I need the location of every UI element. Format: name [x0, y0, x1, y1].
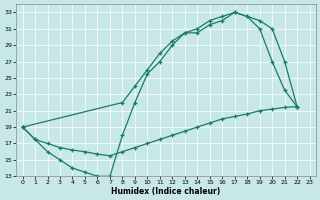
- X-axis label: Humidex (Indice chaleur): Humidex (Indice chaleur): [111, 187, 221, 196]
